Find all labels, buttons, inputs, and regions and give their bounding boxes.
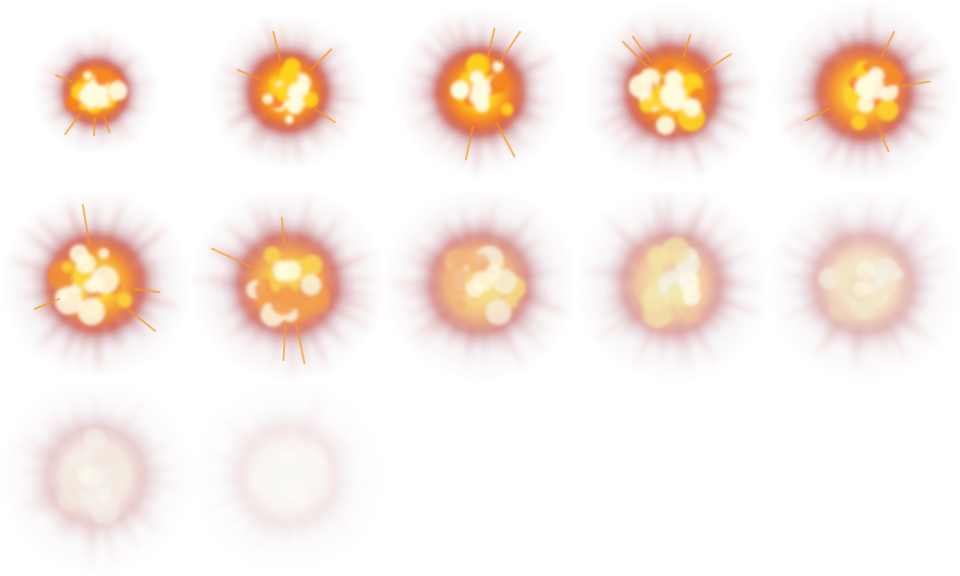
explosion-frame-7-burst	[192, 192, 384, 384]
explosion-frame-11	[0, 384, 192, 576]
explosion-frame-10-burst	[768, 192, 960, 383]
explosion-frame-4	[576, 0, 768, 192]
explosion-frame-6-graphic	[0, 192, 192, 384]
explosion-frame-3	[384, 0, 576, 192]
explosion-frame-5-burst	[771, 0, 957, 185]
explosion-frame-11-burst	[0, 384, 192, 576]
explosion-frame-11-graphic	[0, 384, 192, 576]
explosion-frame-5-graphic	[768, 0, 960, 192]
explosion-frame-10-graphic	[768, 192, 960, 384]
explosion-frame-8-burst	[384, 192, 576, 383]
explosion-frame-7	[192, 192, 384, 384]
explosion-frame-12	[192, 384, 384, 576]
explosion-frame-2	[192, 0, 384, 192]
explosion-frame-12-burst	[192, 384, 384, 575]
explosion-frame-3-graphic	[384, 0, 576, 192]
explosion-frame-9-burst	[576, 192, 768, 383]
explosion-frame-8	[384, 192, 576, 384]
explosion-frame-2-burst	[210, 14, 368, 171]
explosion-frame-1-burst	[32, 28, 160, 156]
explosion-frame-9	[576, 192, 768, 384]
explosion-frame-3-burst	[394, 6, 566, 180]
explosion-frame-9-graphic	[576, 192, 768, 384]
explosion-frame-8-graphic	[384, 192, 576, 384]
explosion-frame-12-graphic	[192, 384, 384, 576]
explosion-frame-10	[768, 192, 960, 384]
explosion-frame-6-burst	[0, 192, 191, 380]
explosion-frame-6	[0, 192, 192, 384]
explosion-frame-2-graphic	[192, 0, 384, 192]
explosion-frame-1	[0, 0, 192, 192]
explosion-frame-4-burst	[582, 2, 762, 182]
explosion-frame-7-graphic	[192, 192, 384, 384]
explosion-frame-4-graphic	[576, 0, 768, 192]
explosion-frame-1-graphic	[0, 0, 192, 192]
explosion-frame-5	[768, 0, 960, 192]
